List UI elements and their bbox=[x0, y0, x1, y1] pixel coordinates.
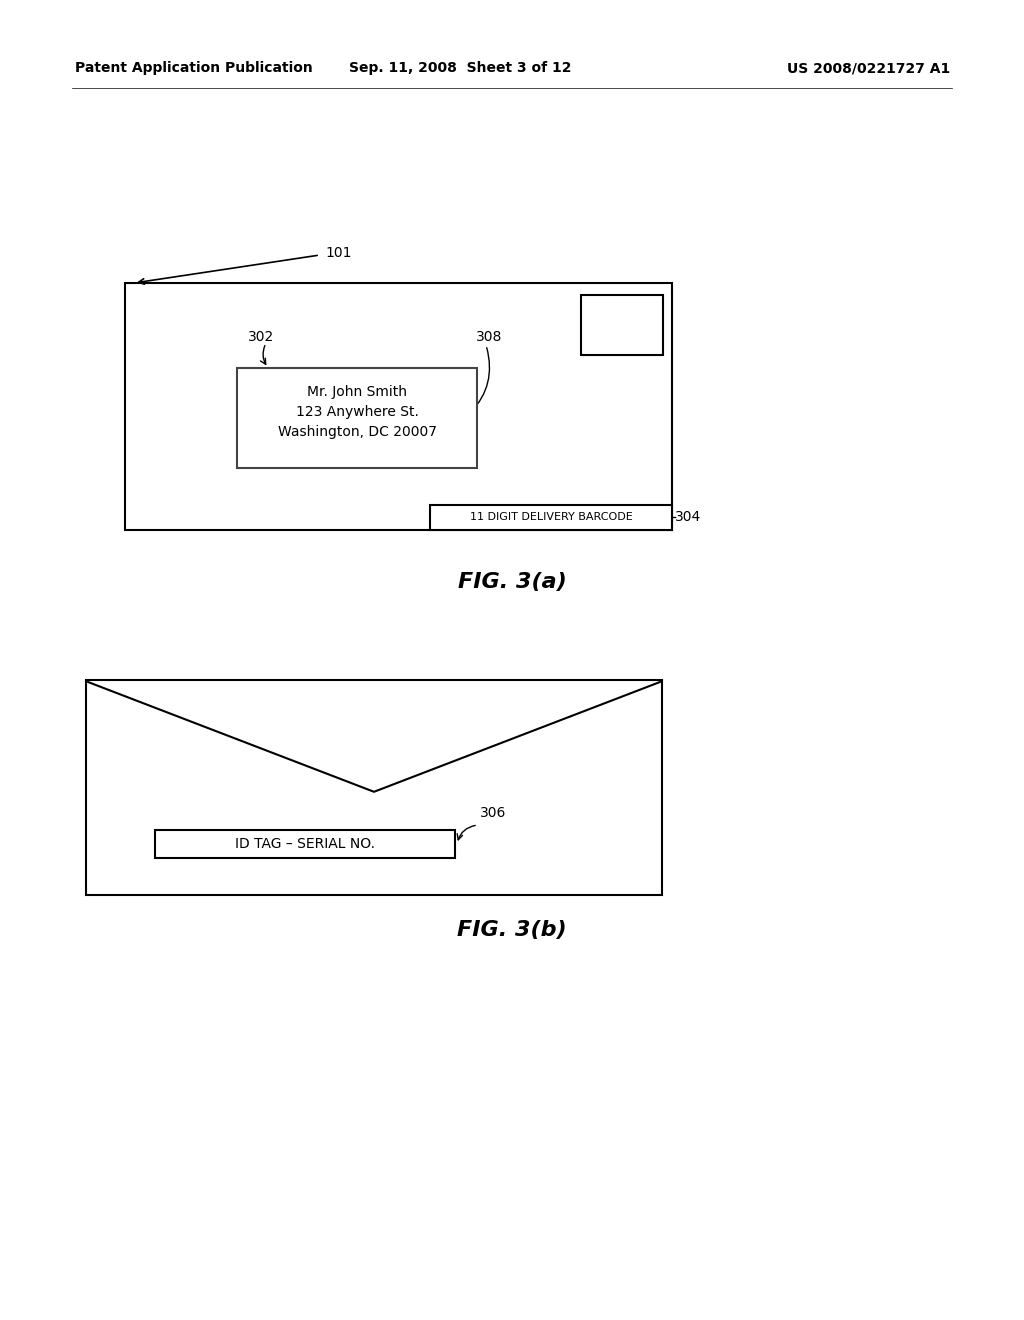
Text: FIG. 3(b): FIG. 3(b) bbox=[457, 920, 567, 940]
Text: Sep. 11, 2008  Sheet 3 of 12: Sep. 11, 2008 Sheet 3 of 12 bbox=[349, 61, 571, 75]
Text: Washington, DC 20007: Washington, DC 20007 bbox=[278, 425, 436, 440]
Text: 123 Anywhere St.: 123 Anywhere St. bbox=[296, 405, 419, 418]
Text: FIG. 3(a): FIG. 3(a) bbox=[458, 572, 566, 591]
Text: 11 DIGIT DELIVERY BARCODE: 11 DIGIT DELIVERY BARCODE bbox=[470, 512, 633, 521]
Text: Patent Application Publication: Patent Application Publication bbox=[75, 61, 312, 75]
Bar bbox=[430, 506, 672, 531]
Text: 306: 306 bbox=[480, 807, 507, 820]
Text: US 2008/0221727 A1: US 2008/0221727 A1 bbox=[786, 61, 950, 75]
Text: ID TAG – SERIAL NO.: ID TAG – SERIAL NO. bbox=[234, 837, 375, 851]
Bar bbox=[237, 368, 477, 469]
Text: 304: 304 bbox=[675, 510, 701, 524]
Text: 302: 302 bbox=[248, 330, 274, 345]
Bar bbox=[125, 282, 672, 531]
Text: Mr. John Smith: Mr. John Smith bbox=[307, 385, 407, 399]
Bar bbox=[86, 680, 662, 895]
Text: 101: 101 bbox=[325, 246, 351, 260]
Text: 308: 308 bbox=[476, 330, 503, 345]
Bar bbox=[155, 830, 455, 858]
Bar bbox=[581, 294, 663, 355]
